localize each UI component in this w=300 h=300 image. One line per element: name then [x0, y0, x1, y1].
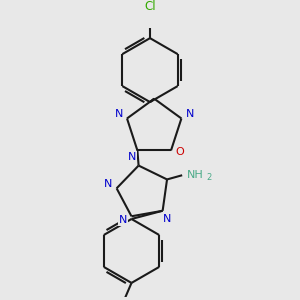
- Text: N: N: [186, 109, 194, 119]
- Text: NH: NH: [186, 170, 203, 180]
- Text: N: N: [104, 179, 112, 189]
- Text: O: O: [175, 147, 184, 157]
- Text: N: N: [128, 152, 136, 162]
- Text: 2: 2: [207, 173, 212, 182]
- Text: N: N: [119, 215, 127, 226]
- Text: Cl: Cl: [144, 0, 156, 13]
- Text: N: N: [163, 214, 171, 224]
- Text: N: N: [114, 109, 123, 119]
